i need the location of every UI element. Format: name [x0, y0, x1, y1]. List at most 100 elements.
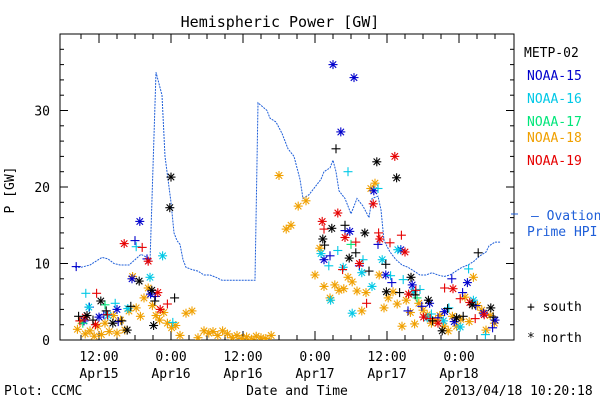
- data-point-noaa-16-south: [386, 271, 396, 281]
- data-point-metp-02-north: [372, 157, 382, 167]
- axis-ticks: [60, 33, 514, 341]
- data-point-noaa-19-north: [354, 259, 364, 268]
- x-tick-label: Apr15: [79, 367, 118, 382]
- chart-title: Hemispheric Power [GW]: [181, 13, 380, 31]
- data-point-noaa-15-south: [417, 301, 427, 311]
- data-point-noaa-19-north: [333, 208, 343, 218]
- data-point-noaa-16-north: [326, 295, 336, 305]
- data-point-noaa-18-north: [352, 286, 362, 296]
- x-tick-label: 0:00: [155, 350, 186, 365]
- data-point-noaa-16-north: [158, 251, 168, 261]
- data-point-metp-02-south: [340, 220, 350, 230]
- data-point-noaa-19-south: [455, 294, 465, 304]
- data-point-metp-02-north: [318, 234, 328, 244]
- legend-entry-noaa-19: NOAA-19: [527, 154, 582, 169]
- data-point-noaa-15-south: [71, 262, 81, 272]
- ovation-prime-hpi-line: [75, 72, 501, 281]
- legend-ovation-line2: Prime HPI: [527, 225, 597, 240]
- data-point-noaa-18-north: [361, 288, 371, 298]
- data-point-noaa-16-south: [358, 255, 368, 265]
- data-point-noaa-16-north: [347, 308, 357, 318]
- data-point-noaa-19-north: [340, 233, 350, 242]
- data-point-metp-02-north: [122, 325, 132, 335]
- data-point-noaa-16-north: [377, 255, 387, 265]
- x-tick-labels: 12:00 Apr15 0:00 Apr16 12:00 Apr16 0:00 Apr17 12…: [79, 350, 478, 382]
- data-point-noaa-16-south: [398, 275, 408, 285]
- x-tick-label: 12:00: [79, 350, 118, 365]
- data-point-noaa-16-south: [480, 330, 490, 340]
- data-point-noaa-19-south: [137, 242, 147, 252]
- data-point-metp-02-north: [108, 318, 118, 328]
- x-tick-label: 12:00: [223, 350, 262, 365]
- data-point-metp-02-south: [443, 304, 453, 314]
- data-point-noaa-16-south: [81, 288, 91, 298]
- x-tick-label: Apr18: [439, 367, 478, 382]
- x-tick-label: Apr17: [367, 367, 406, 382]
- data-point-noaa-18-north: [405, 308, 415, 317]
- data-point-noaa-19-north: [479, 310, 489, 320]
- data-point-metp-02-south: [331, 144, 341, 154]
- data-point-noaa-18-north: [232, 330, 242, 340]
- legend-ovation-line1: — Ovation: [531, 209, 600, 224]
- plot-frame: [59, 33, 515, 341]
- data-point-noaa-16-north: [84, 302, 94, 312]
- legend-north-marker: * north: [527, 331, 582, 346]
- data-point-noaa-15-south: [488, 323, 498, 333]
- data-point-noaa-15-north: [349, 73, 359, 83]
- data-point-metp-02-south: [364, 266, 374, 276]
- data-point-noaa-16-south: [333, 246, 343, 255]
- data-point-noaa-18-north: [464, 317, 474, 327]
- data-point-noaa-19-south: [425, 314, 435, 324]
- legend: METP-02 NOAA-15 NOAA-16 NOAA-17 NOAA-18 …: [511, 46, 600, 346]
- data-point-noaa-15-south: [447, 274, 457, 284]
- data-point-noaa-18-north: [330, 280, 340, 290]
- data-point-noaa-18-north: [135, 311, 145, 321]
- data-point-metp-02-north: [147, 285, 157, 295]
- data-point-noaa-19-south: [162, 299, 172, 309]
- data-point-noaa-18-north: [481, 325, 491, 335]
- data-point-noaa-18-north: [383, 293, 393, 303]
- data-point-noaa-19-south: [75, 316, 85, 326]
- data-point-noaa-15-south: [387, 278, 397, 288]
- data-point-metp-02-south: [395, 288, 405, 298]
- data-point-noaa-16-south: [168, 317, 178, 327]
- data-point-noaa-18-north: [256, 333, 266, 340]
- data-point-noaa-18-north: [301, 196, 311, 206]
- data-point-noaa-18-north: [222, 329, 232, 339]
- data-point-noaa-18-north: [286, 220, 296, 230]
- data-point-metp-02-north: [82, 311, 92, 320]
- data-point-metp-02-south: [428, 316, 438, 326]
- data-point-noaa-16-north: [145, 272, 155, 282]
- data-point-noaa-16-south: [426, 309, 436, 319]
- data-point-noaa-15-south: [113, 317, 123, 327]
- x-tick-label: 0:00: [443, 350, 474, 365]
- data-point-noaa-18-north: [370, 178, 380, 188]
- data-point-metp-02-north: [360, 228, 370, 238]
- data-point-noaa-18-north: [139, 293, 149, 303]
- legend-south-marker: + south: [527, 300, 582, 315]
- data-point-metp-02-north: [149, 321, 159, 330]
- data-point-noaa-19-south: [440, 283, 450, 293]
- data-point-metp-02-north: [134, 276, 144, 286]
- data-point-noaa-19-north: [90, 320, 100, 330]
- data-point-metp-02-north: [423, 295, 433, 305]
- data-point-noaa-16-north: [338, 262, 348, 272]
- data-point-metp-02-north: [166, 172, 176, 182]
- data-point-noaa-18-north: [379, 303, 389, 313]
- y-tick-label: 10: [34, 258, 50, 273]
- x-tick-label: Apr16: [223, 367, 262, 382]
- data-point-noaa-15-north: [328, 60, 338, 70]
- data-point-noaa-18-north: [72, 324, 82, 334]
- data-point-noaa-19-south: [338, 265, 348, 275]
- data-point-metp-02-south: [320, 240, 330, 250]
- data-point-noaa-18-north: [175, 330, 185, 340]
- data-point-noaa-18-north: [108, 311, 118, 320]
- data-point-noaa-19-north: [375, 234, 385, 244]
- data-point-noaa-18-north: [131, 303, 141, 313]
- data-point-noaa-18-north: [112, 328, 122, 338]
- data-point-noaa-19-south: [470, 314, 480, 324]
- data-point-noaa-17-south: [346, 239, 356, 249]
- data-point-noaa-18-north: [266, 330, 276, 340]
- x-tick-label: Apr17: [295, 367, 334, 382]
- data-point-noaa-18-north: [246, 334, 256, 340]
